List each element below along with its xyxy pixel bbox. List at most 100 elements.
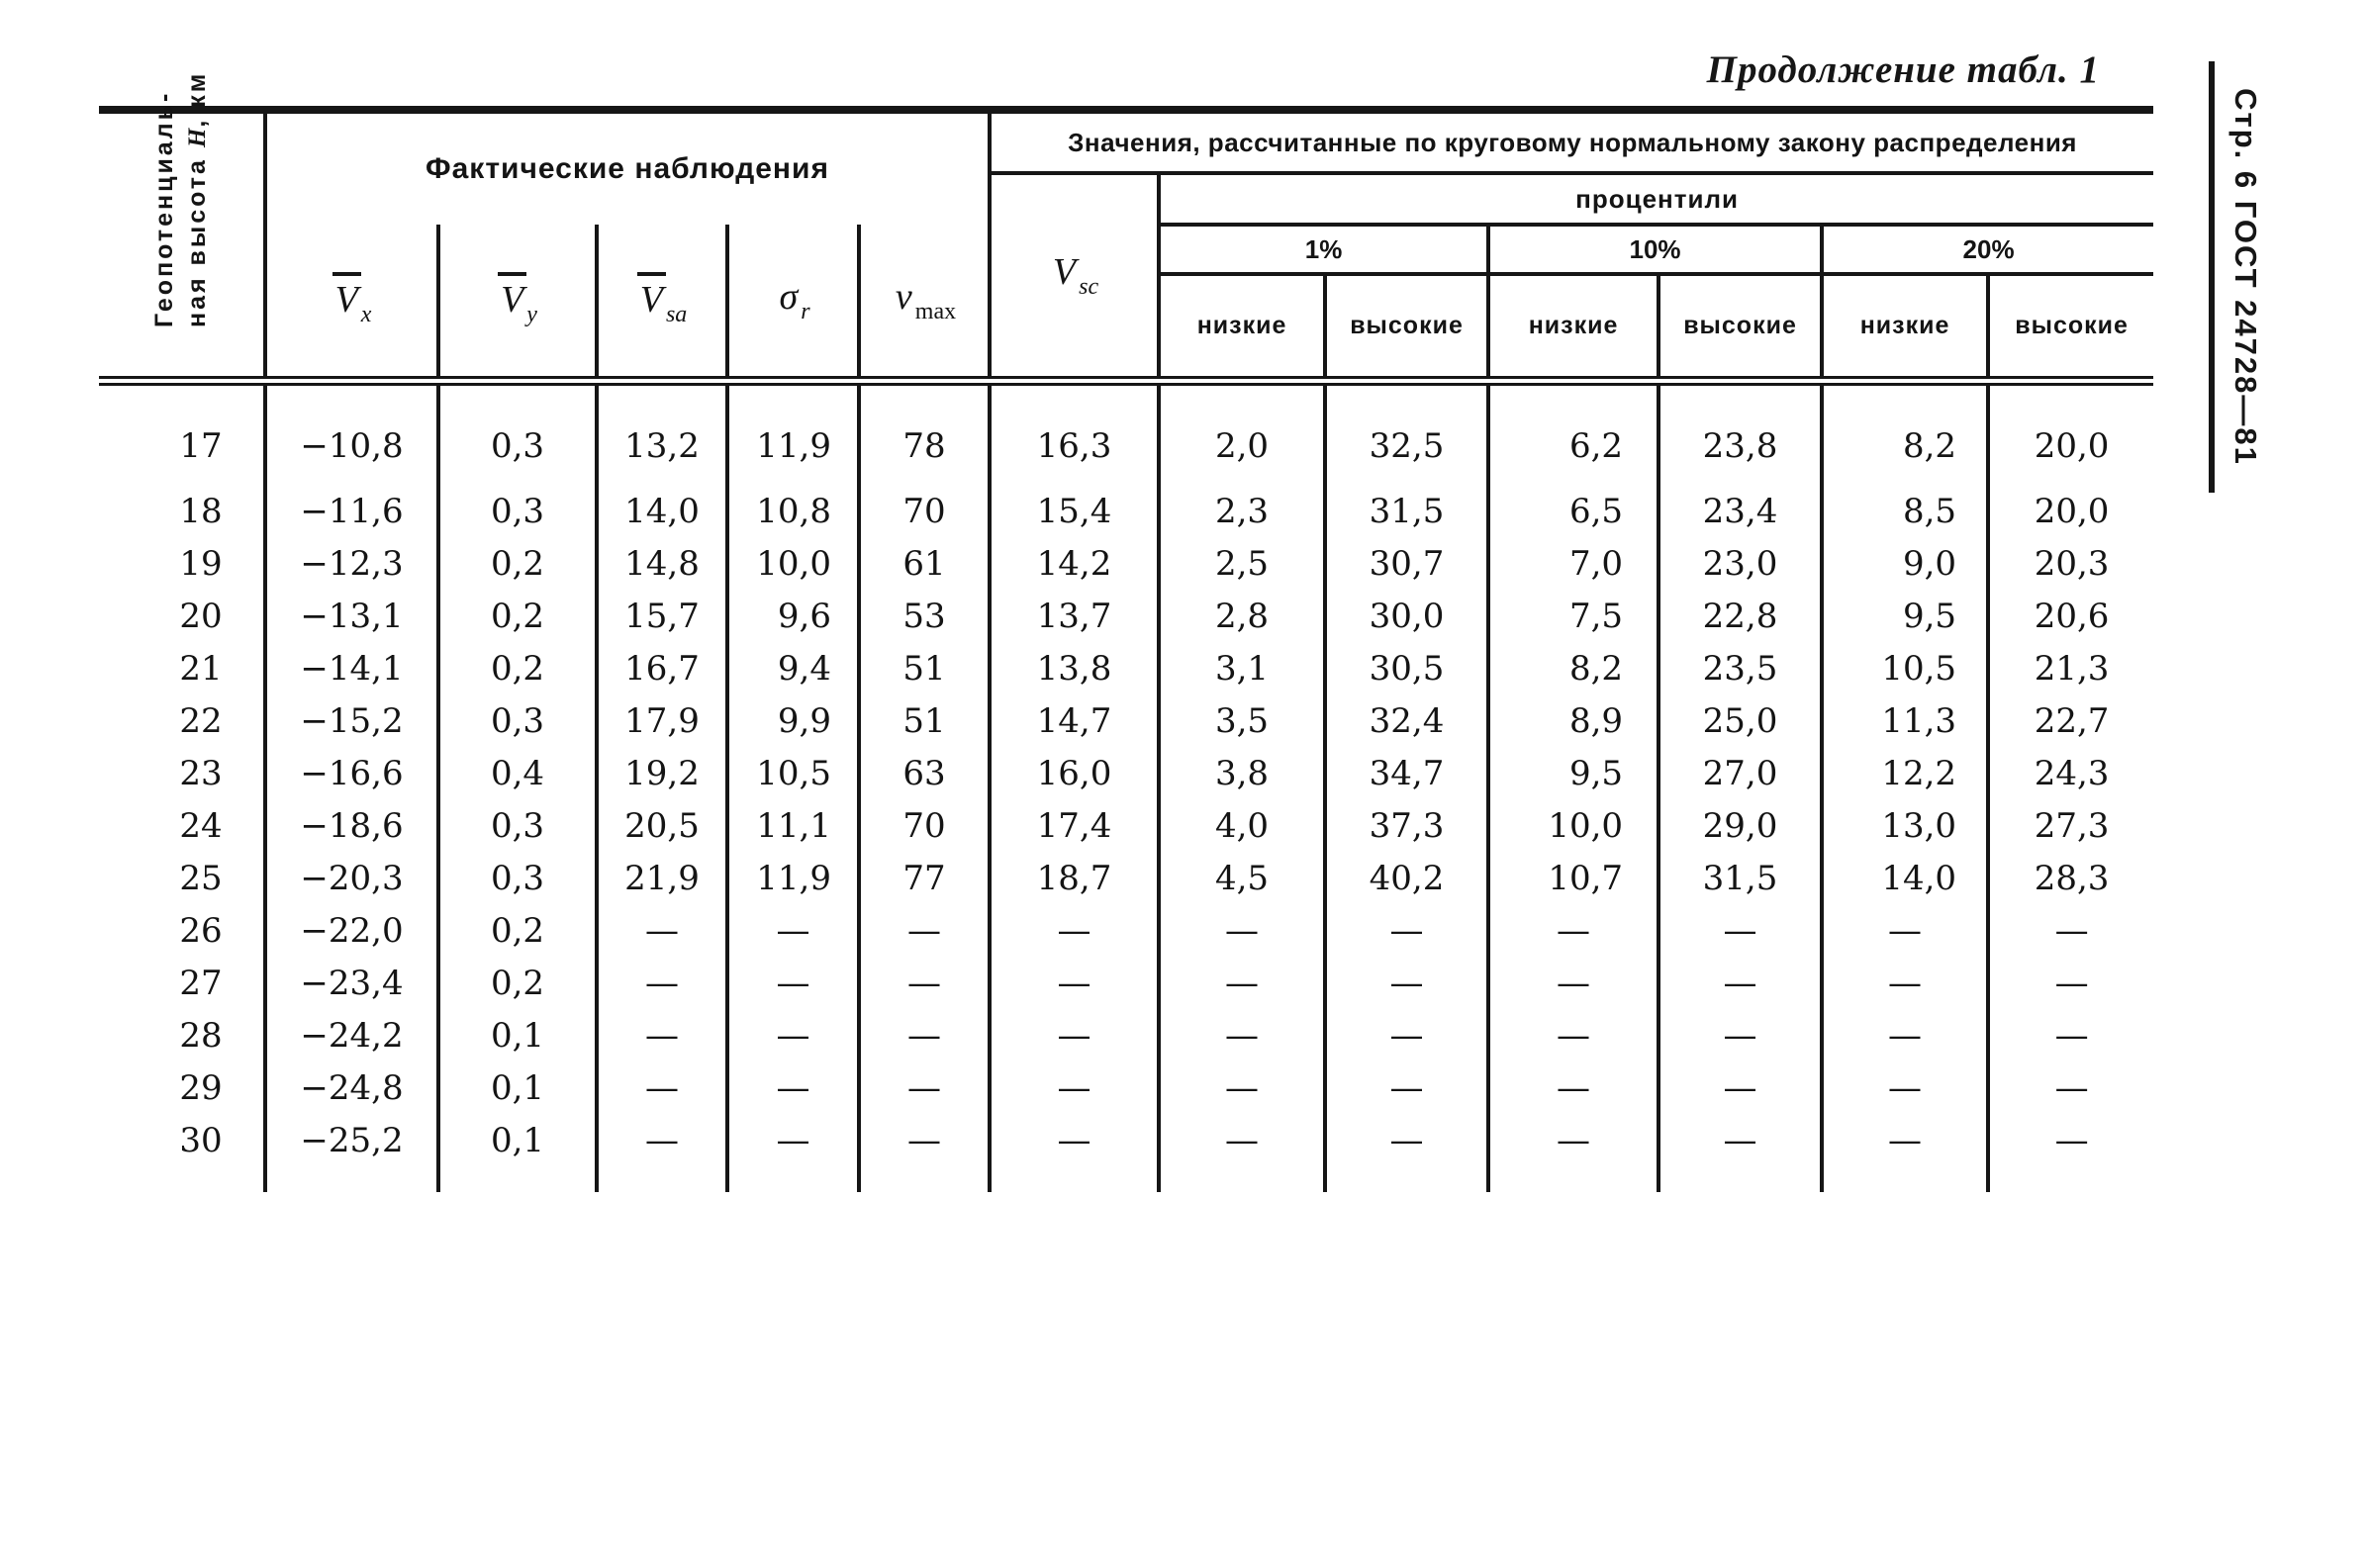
cell-value: 8,9 xyxy=(1486,694,1659,747)
cell-value: — xyxy=(988,1009,1160,1061)
cell-value: −20,3 xyxy=(263,852,438,904)
cell-value: 8,2 xyxy=(1820,381,1989,485)
table-row: 24 −18,6 0,3 20,5 11,1 70 17,4 4,0 37,3 10,0 29,0 1… xyxy=(99,799,2154,852)
cell-value: — xyxy=(1820,1114,1989,1166)
cell-value: 2,3 xyxy=(1157,485,1326,537)
cell-value: 20,6 xyxy=(1986,590,2154,642)
cell-value: −22,0 xyxy=(263,904,438,957)
percentiles-header: процентили xyxy=(1157,173,2154,227)
cell-value: 30,7 xyxy=(1323,537,1489,590)
cell-value: 31,5 xyxy=(1657,852,1823,904)
stub-cell xyxy=(1157,1166,1326,1192)
cell-value: −15,2 xyxy=(263,694,438,747)
percentile-10-header: 10% xyxy=(1486,225,1823,276)
percentile-1-header: 1% xyxy=(1157,225,1489,276)
cell-value: — xyxy=(1657,1114,1823,1166)
stub-cell xyxy=(1986,1166,2154,1192)
cell-value: — xyxy=(1986,1009,2154,1061)
cell-value: 30,5 xyxy=(1323,642,1489,694)
cell-height: 29 xyxy=(179,1067,223,1108)
cell-height: 17 xyxy=(179,426,223,466)
cell-value: 2,0 xyxy=(1157,381,1326,485)
cell-value: 16,3 xyxy=(988,381,1160,485)
cell-value: 53 xyxy=(856,590,991,642)
cell-value: 9,5 xyxy=(1820,590,1989,642)
cell-value: 0,2 xyxy=(436,537,597,590)
cell-value: — xyxy=(1986,904,2154,957)
cell-value: 4,5 xyxy=(1157,852,1326,904)
cell-value: 15,4 xyxy=(988,485,1160,537)
cell-value: 16,7 xyxy=(595,642,727,694)
cell-value: 8,2 xyxy=(1486,642,1659,694)
cell-value: 78 xyxy=(856,381,991,485)
table-row: 27 −23,4 0,2— — — — — — — — — — xyxy=(99,957,2154,1009)
cell-value: 23,8 xyxy=(1657,381,1823,485)
table-body: 17 −10,8 0,3 13,2 11,9 78 16,3 2,0 32,5 6,2 23,8 8,… xyxy=(99,381,2154,1192)
low-20-header: низкие xyxy=(1820,274,1989,386)
cell-value: 24,3 xyxy=(1986,747,2154,799)
cell-value: −10,8 xyxy=(263,381,438,485)
cell-value: 12,2 xyxy=(1820,747,1989,799)
cell-value: 20,3 xyxy=(1986,537,2154,590)
stub-cell xyxy=(1657,1166,1823,1192)
cell-value: 11,9 xyxy=(725,381,859,485)
cell-value: 3,5 xyxy=(1157,694,1326,747)
cell-value: 0,3 xyxy=(436,799,597,852)
cell-value: −11,6 xyxy=(263,485,438,537)
cell-height: 27 xyxy=(179,963,223,1003)
cell-value: — xyxy=(1323,1114,1489,1166)
cell-value: 70 xyxy=(856,799,991,852)
cell-value: 15,7 xyxy=(595,590,727,642)
table-row: 20 −13,1 0,2 15,7 9,6 53 13,7 2,8 30,0 7,5 22,8 9,5… xyxy=(99,590,2154,642)
page-number-standard-label: Стр. 6 ГОСТ 24728—81 xyxy=(2228,88,2263,466)
cell-value: 13,0 xyxy=(1820,799,1989,852)
cell-value: 19,2 xyxy=(595,747,727,799)
cell-value: 16,0 xyxy=(988,747,1160,799)
cell-value: — xyxy=(1486,1009,1659,1061)
cell-value: — xyxy=(988,1114,1160,1166)
high-10-header: высокие xyxy=(1657,274,1823,386)
cell-value: — xyxy=(1657,904,1823,957)
cell-value: — xyxy=(988,1061,1160,1114)
cell-value: 9,9 xyxy=(725,694,859,747)
cell-value: 4,0 xyxy=(1157,799,1326,852)
cell-value: 10,8 xyxy=(725,485,859,537)
cell-value: — xyxy=(1157,1061,1326,1114)
cell-height: 19 xyxy=(179,543,223,584)
cell-value: — xyxy=(856,1114,991,1166)
stub-cell xyxy=(856,1166,991,1192)
cell-value: — xyxy=(595,957,727,1009)
cell-value: 17,9 xyxy=(595,694,727,747)
cell-value: −23,4 xyxy=(263,957,438,1009)
vmax-column-header: v max xyxy=(856,225,991,386)
cell-value: — xyxy=(725,904,859,957)
cell-value: 30,0 xyxy=(1323,590,1489,642)
table-row: 26 −22,0 0,2— — — — — — — — — — xyxy=(99,904,2154,957)
cell-value: 11,9 xyxy=(725,852,859,904)
cell-value: — xyxy=(595,904,727,957)
cell-value: 22,8 xyxy=(1657,590,1823,642)
cell-value: 77 xyxy=(856,852,991,904)
cell-value: −24,8 xyxy=(263,1061,438,1114)
cell-value: 2,8 xyxy=(1157,590,1326,642)
cell-height: 23 xyxy=(179,753,223,793)
cell-value: 11,3 xyxy=(1820,694,1989,747)
cell-value: — xyxy=(856,1061,991,1114)
cell-value: — xyxy=(856,957,991,1009)
data-table: Геопотенциаль- ная высота H, км Фактичес… xyxy=(99,70,2154,1192)
cell-value: 17,4 xyxy=(988,799,1160,852)
stub-cell xyxy=(1323,1166,1489,1192)
cell-value: 0,4 xyxy=(436,747,597,799)
cell-value: — xyxy=(725,1009,859,1061)
stub-cell xyxy=(595,1166,727,1192)
cell-value: 21,3 xyxy=(1986,642,2154,694)
cell-value: 27,3 xyxy=(1986,799,2154,852)
table-row: 21 −14,1 0,2 16,7 9,4 51 13,8 3,1 30,5 8,2 23,5 10,… xyxy=(99,642,2154,694)
cell-value: 61 xyxy=(856,537,991,590)
cell-value: 40,2 xyxy=(1323,852,1489,904)
geopotential-height-label-line2: ная высота H, км xyxy=(181,70,215,326)
